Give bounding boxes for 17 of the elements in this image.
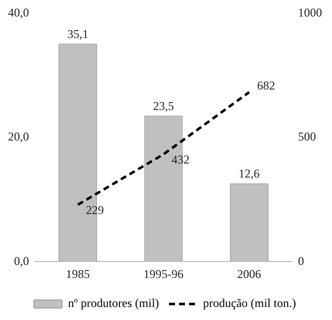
- y2-tick-label: 500: [298, 130, 316, 144]
- y-tick-label: 0,0: [14, 254, 29, 268]
- x-tick-label: 1985: [66, 266, 90, 281]
- data-label: 35,1: [67, 26, 88, 41]
- data-label: 12,6: [238, 166, 260, 181]
- data-label: 432: [172, 152, 190, 166]
- data-label: 682: [257, 78, 276, 92]
- y2-tick-label: 1000: [298, 5, 322, 20]
- y-tick-label: 20,0: [8, 130, 29, 144]
- x-tick-label: 2006: [237, 266, 262, 281]
- y-tick-label: 40,0: [8, 5, 29, 20]
- y2-tick-label: 0: [298, 254, 304, 268]
- legend-label: nº produtores (mil): [68, 296, 160, 310]
- data-label: 23,5: [153, 98, 174, 113]
- x-tick-label: 1995-96: [144, 266, 184, 281]
- data-label: 229: [86, 202, 104, 217]
- legend-label: produção (mil ton.): [203, 296, 296, 310]
